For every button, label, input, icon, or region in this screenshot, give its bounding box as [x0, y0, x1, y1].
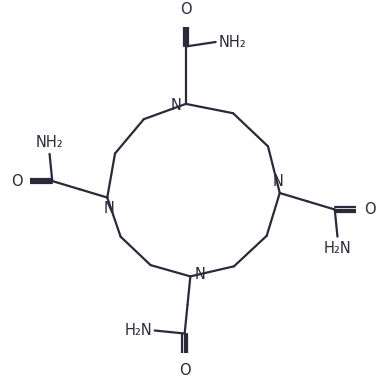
Text: H₂N: H₂N [124, 323, 152, 338]
Text: O: O [11, 174, 22, 188]
Text: H₂N: H₂N [324, 241, 351, 256]
Text: N: N [171, 98, 182, 113]
Text: N: N [103, 201, 114, 217]
Text: N: N [194, 267, 205, 282]
Text: NH₂: NH₂ [36, 135, 63, 150]
Text: O: O [180, 2, 192, 17]
Text: N: N [273, 174, 284, 189]
Text: O: O [365, 202, 376, 217]
Text: O: O [179, 363, 190, 378]
Text: NH₂: NH₂ [218, 35, 246, 49]
